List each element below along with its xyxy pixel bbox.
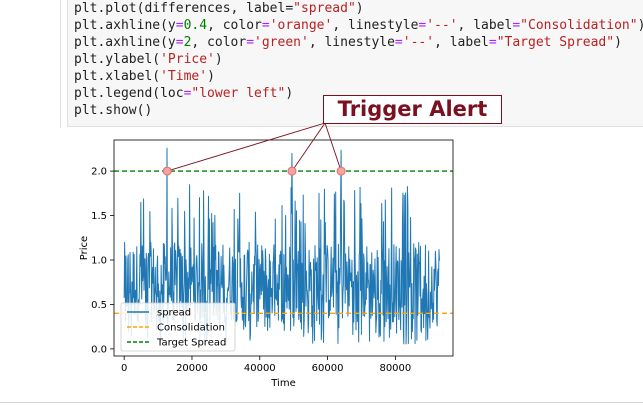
alert-leader-line	[324, 122, 342, 172]
alert-leader-line	[291, 122, 326, 172]
code-token: , linestyle	[308, 35, 395, 50]
code-token: 'Price'	[160, 52, 215, 67]
code-line: plt.xlabel('Time')	[74, 69, 215, 84]
code-token: )	[214, 52, 223, 67]
code-token: =	[261, 18, 270, 33]
x-tick-label: 40000	[244, 363, 276, 374]
code-token: )	[638, 18, 643, 33]
code-line: plt.show()	[74, 103, 152, 118]
code-editor[interactable]: plt.plot(differences, label="spread") pl…	[74, 0, 643, 119]
code-token: )	[355, 1, 364, 16]
alert-marker	[336, 166, 346, 176]
code-token: '--'	[426, 18, 458, 33]
x-tick-label: 60000	[312, 363, 344, 374]
code-token: =	[512, 18, 521, 33]
code-token: plt.xlabel(	[74, 69, 161, 84]
code-token: =	[418, 18, 427, 33]
code-token: , linestyle	[332, 18, 419, 33]
code-token: =	[175, 18, 184, 33]
code-token: , label	[434, 35, 489, 50]
code-token: =	[183, 86, 192, 101]
code-token: plt.axhline(y	[74, 35, 176, 50]
code-token: 'Time'	[160, 69, 208, 84]
x-tick-label: 20000	[176, 363, 208, 374]
code-token: '--'	[402, 35, 435, 50]
y-axis-label: Price	[79, 236, 90, 260]
code-line: plt.legend(loc="lower left")	[74, 86, 293, 101]
y-tick-label: 0.0	[91, 344, 107, 355]
code-token: plt.legend(loc	[74, 86, 184, 101]
code-token: )	[207, 69, 215, 84]
alert-marker	[287, 166, 297, 176]
code-line: plt.axhline(y=0.4, color='orange', lines…	[74, 18, 643, 33]
code-token: plt.plot(differences, label=	[74, 1, 294, 16]
code-token: =	[175, 35, 184, 50]
code-line: plt.plot(differences, label="spread")	[74, 1, 364, 16]
y-tick-label: 2.0	[91, 167, 107, 178]
legend-label: Consolidation	[157, 323, 225, 334]
legend-label: Target Spread	[156, 338, 226, 349]
x-tick-label: 80000	[379, 363, 411, 374]
code-token: plt.show()	[74, 103, 153, 118]
y-tick-label: 1.5	[91, 211, 107, 222]
code-token: =	[246, 35, 255, 50]
code-token: "Consolidation"	[520, 18, 638, 33]
alert-leader-line	[167, 122, 326, 172]
alert-marker	[162, 166, 172, 176]
axes-frame	[113, 139, 454, 357]
output-divider	[0, 402, 643, 403]
y-tick-label: 1.0	[91, 256, 107, 267]
legend-label: spread	[157, 308, 191, 319]
code-token: 'green'	[254, 35, 309, 50]
code-token: 0.4	[183, 18, 208, 33]
code-token: =	[394, 35, 403, 50]
series-line-spread	[123, 147, 440, 345]
cell-gutter-rule	[60, 0, 61, 128]
code-token: , label	[457, 18, 513, 33]
code-token: )	[614, 35, 622, 50]
code-token: =	[488, 35, 497, 50]
code-token: , color	[191, 35, 247, 50]
code-line: plt.ylabel('Price')	[74, 52, 223, 67]
code-token: "spread"	[293, 1, 356, 16]
code-line: plt.axhline(y=2, color='green', linestyl…	[74, 35, 622, 50]
code-token: 'orange'	[269, 18, 333, 33]
x-tick-label: 0	[121, 363, 127, 374]
code-token: "Target Spread"	[496, 35, 615, 50]
x-axis-label: Time	[270, 378, 295, 389]
code-token: plt.axhline(y	[74, 18, 176, 33]
code-token: 2	[183, 35, 192, 50]
y-tick-label: 0.5	[91, 300, 107, 311]
code-token: )	[285, 86, 294, 101]
code-token: plt.ylabel(	[74, 52, 161, 67]
legend-box	[120, 302, 236, 352]
code-token: , color	[207, 18, 262, 33]
trigger-alert-callout: Trigger Alert	[323, 95, 502, 124]
code-token: "lower left"	[191, 86, 286, 101]
